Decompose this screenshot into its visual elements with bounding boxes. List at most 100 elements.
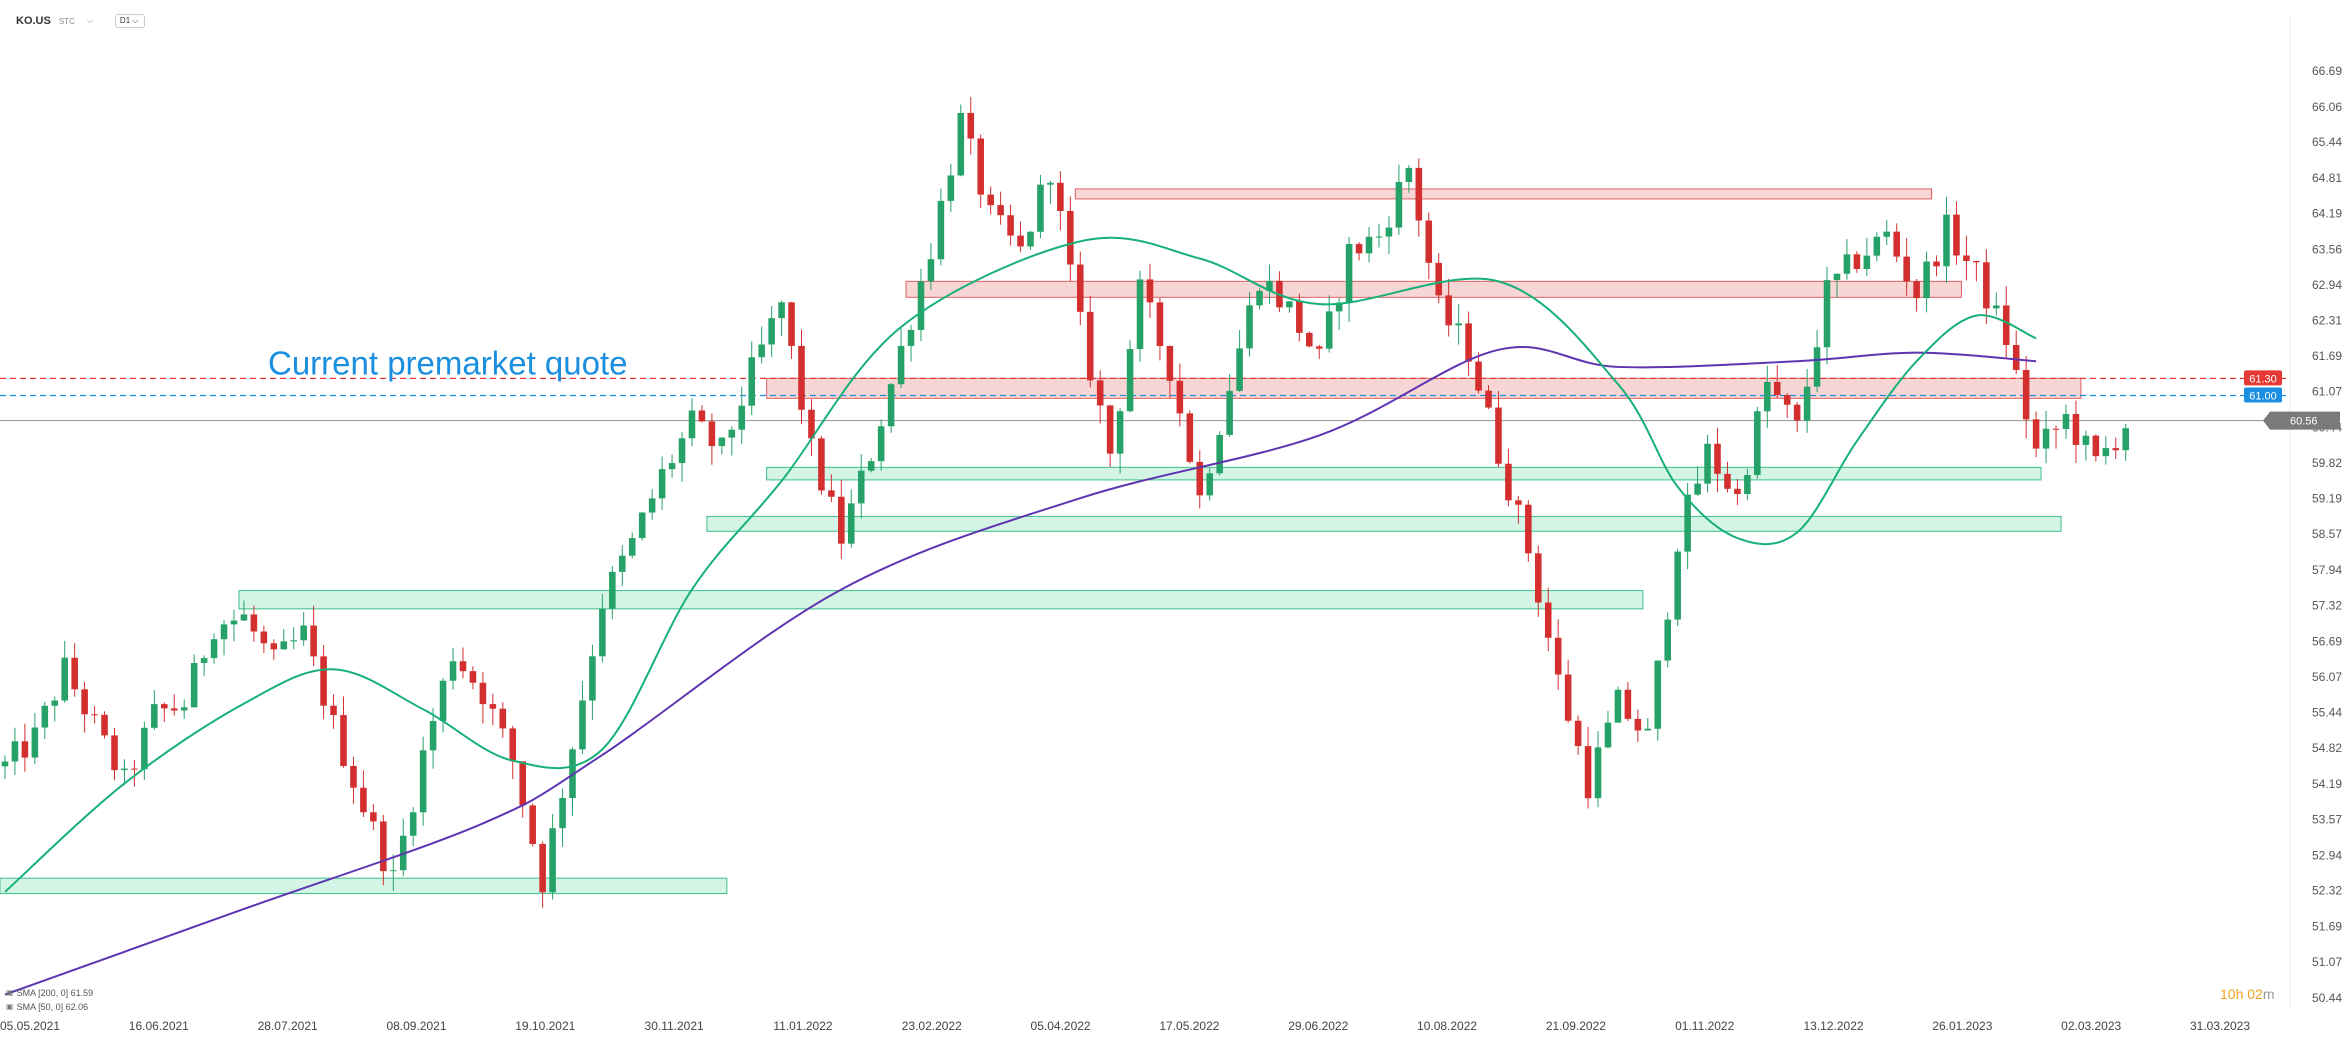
candle-body	[1425, 220, 1433, 263]
candle-body	[151, 704, 158, 728]
support-zone	[238, 590, 1644, 610]
candle-body	[2122, 428, 2130, 451]
candle-body	[698, 410, 706, 422]
legend-item-sma200[interactable]: ▣ SMA [200, 0] 61.59	[6, 986, 93, 1000]
candle-body	[1983, 262, 1990, 309]
candle-body	[1236, 348, 1243, 391]
candle-body	[1216, 434, 1223, 474]
candle-body	[1654, 660, 1662, 729]
candle-body	[1116, 411, 1124, 454]
candle-body	[11, 741, 19, 762]
candle-body	[1554, 637, 1562, 675]
candle-body	[887, 384, 895, 427]
candle-body	[1843, 254, 1851, 274]
timeframe-selector[interactable]: D1 ⌵	[114, 14, 146, 28]
y-tick-label: 53.57	[2312, 812, 2342, 826]
x-tick-label: 17.05.2022	[1159, 1019, 1219, 1033]
candle-body	[91, 714, 98, 716]
candle-body	[1963, 255, 1970, 262]
candle-body	[1793, 404, 1801, 421]
chevron-down-icon[interactable]: ⌵	[86, 16, 93, 25]
price-tag-blue: 61.00	[2249, 390, 2277, 402]
candle-body	[160, 704, 168, 709]
candle-body	[1007, 215, 1014, 236]
candle-body	[519, 761, 527, 806]
candle-body	[310, 625, 317, 657]
candle-body	[1704, 443, 1711, 484]
candle-body	[1574, 720, 1582, 747]
y-tick-label: 55.44	[2312, 706, 2342, 720]
candle-body	[71, 657, 78, 690]
instrument-type-label: STC	[58, 16, 75, 26]
candle-body	[370, 812, 377, 822]
candle-body	[589, 656, 596, 701]
candle-body	[877, 426, 885, 462]
x-tick-label: 26.01.2023	[1932, 1019, 1992, 1033]
candle-body	[768, 318, 775, 345]
candle-body	[927, 259, 935, 282]
candle-body	[2062, 413, 2070, 430]
candle-body	[449, 661, 457, 681]
candle-body	[1027, 231, 1034, 247]
candle-body	[828, 490, 835, 497]
candle-body	[987, 194, 994, 206]
eye-icon[interactable]: ▣	[6, 1002, 14, 1011]
legend-label: SMA [50, 0] 62.06	[16, 1002, 89, 1012]
candle-body	[1724, 473, 1731, 489]
candle-body	[1067, 210, 1074, 265]
candle-body	[1365, 236, 1373, 254]
candle-body	[1206, 473, 1214, 496]
candle-body	[1266, 280, 1273, 291]
candle-body	[320, 656, 327, 706]
candle-body	[1076, 264, 1084, 312]
x-tick-label: 11.01.2022	[773, 1019, 832, 1033]
candle-body	[1634, 718, 1642, 731]
timeframe-label: D1	[119, 16, 131, 25]
candle-body	[489, 704, 497, 709]
candle-body	[1564, 674, 1572, 721]
candle-body	[997, 205, 1004, 216]
candle-body	[1614, 689, 1622, 723]
candle-body	[1196, 461, 1204, 496]
candle-body	[1405, 167, 1413, 182]
candle-body	[81, 689, 88, 715]
candle-body	[1136, 279, 1144, 350]
candle-body	[1156, 302, 1164, 346]
candle-body	[2022, 369, 2030, 420]
candle-body	[2012, 344, 2020, 370]
candle-body	[131, 768, 138, 770]
candle-body	[897, 345, 905, 385]
candle-body	[350, 766, 357, 788]
candle-body	[1525, 504, 1532, 554]
candle-body	[1505, 463, 1512, 501]
candle-body	[798, 345, 805, 410]
legend-item-sma50[interactable]: ▣ SMA [50, 0] 62.06	[6, 1000, 93, 1014]
candle-body	[1455, 323, 1462, 326]
candle-body	[459, 661, 467, 672]
candle-body	[748, 357, 756, 406]
x-tick-label: 23.02.2022	[902, 1019, 962, 1033]
y-tick-label: 61.07	[2312, 384, 2342, 398]
candle-body	[967, 112, 975, 139]
candle-body	[1893, 231, 1901, 257]
candle-body	[41, 705, 49, 728]
legend-label: SMA [200, 0] 61.59	[16, 988, 94, 998]
y-tick-label: 62.94	[2312, 278, 2342, 292]
resistance-zone	[1074, 188, 1933, 200]
candle-body	[1086, 311, 1094, 381]
candle-body	[1385, 227, 1393, 237]
candle-body	[2042, 428, 2050, 449]
candle-body	[419, 750, 427, 813]
x-tick-label: 05.05.2021	[0, 1019, 60, 1033]
candle-body	[1853, 254, 1861, 269]
candle-body	[1226, 390, 1233, 435]
candle-body	[539, 843, 546, 893]
candle-body	[389, 870, 397, 872]
symbol-label[interactable]: KO.US	[16, 15, 51, 27]
candle-body	[1873, 236, 1881, 256]
candle-body	[2072, 413, 2080, 445]
candle-body	[2052, 428, 2060, 430]
candle-body	[250, 614, 258, 632]
eye-icon[interactable]: ▣	[6, 988, 14, 997]
